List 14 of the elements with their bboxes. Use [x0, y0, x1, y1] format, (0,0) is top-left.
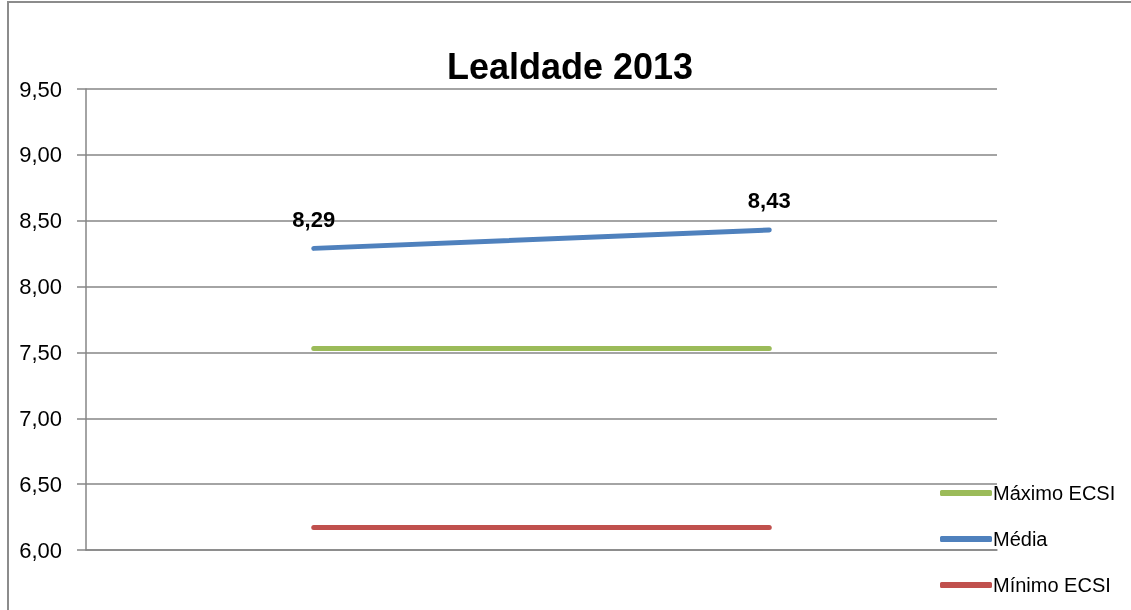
y-tick-label: 7,50 — [19, 339, 62, 365]
data-label: 8,29 — [292, 206, 336, 232]
legend-label: Mínimo ECSI — [993, 574, 1111, 596]
legend-label: Máximo ECSI — [993, 482, 1116, 504]
y-tick-label: 9,50 — [19, 76, 62, 102]
legend-label: Média — [993, 528, 1049, 550]
data-label: 8,43 — [747, 188, 791, 214]
y-tick-label: 6,00 — [19, 537, 62, 563]
y-tick-label: 7,00 — [19, 405, 62, 431]
y-tick-label: 9,00 — [19, 142, 62, 168]
y-tick-label: 6,50 — [19, 471, 62, 497]
chart-title: Lealdade 2013 — [446, 45, 694, 87]
y-tick-label: 8,00 — [19, 274, 62, 300]
y-tick-label: 8,50 — [19, 208, 62, 234]
